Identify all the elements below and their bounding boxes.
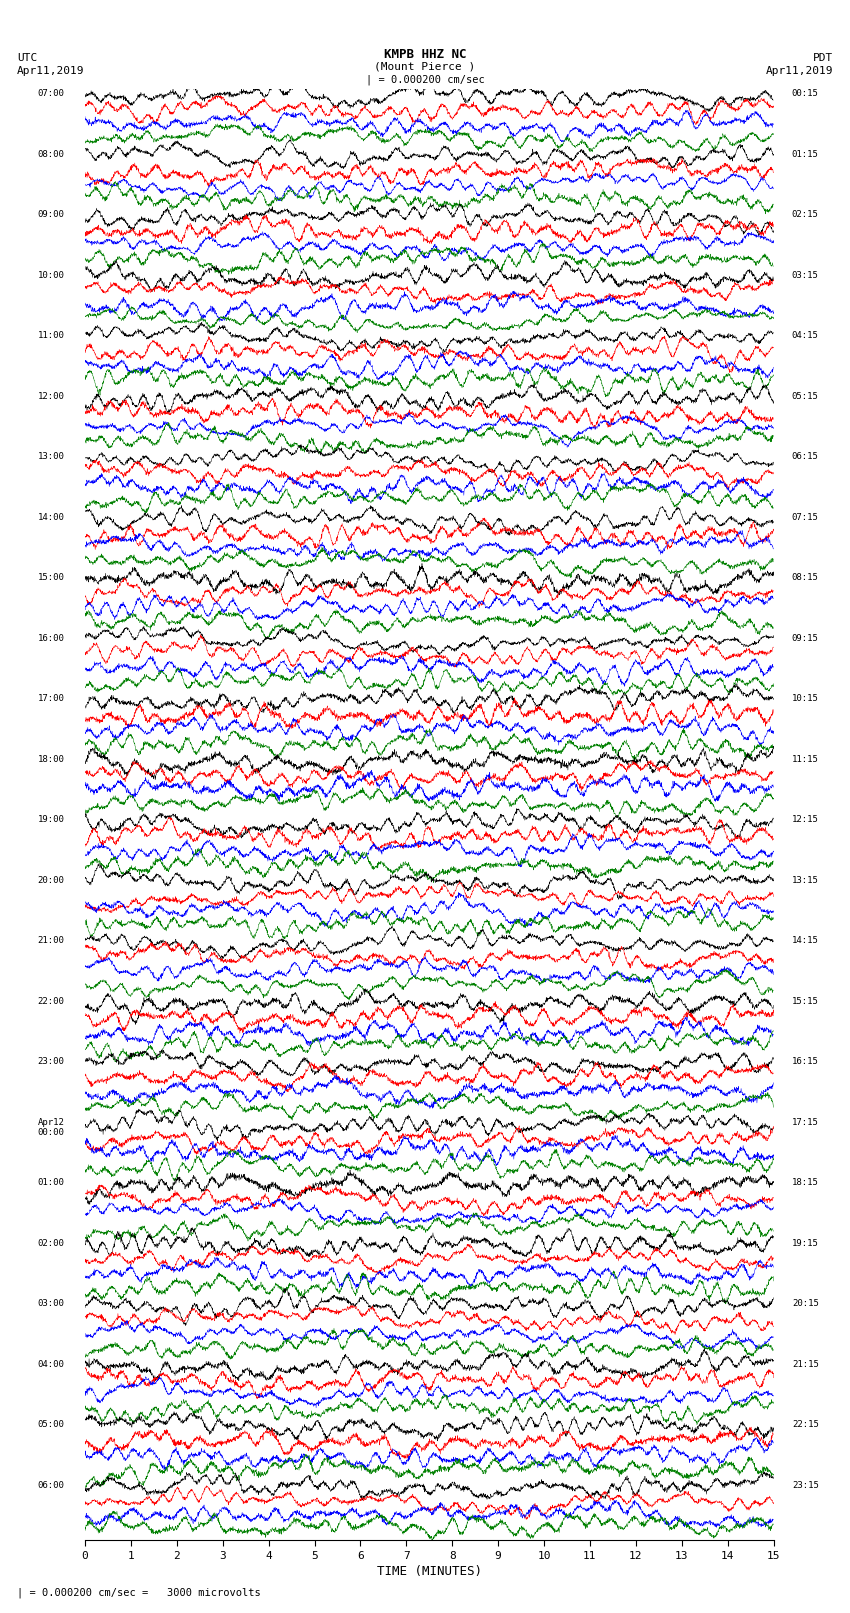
Text: 11:15: 11:15 xyxy=(792,755,819,765)
Text: 10:15: 10:15 xyxy=(792,694,819,703)
Text: 13:15: 13:15 xyxy=(792,876,819,886)
Text: 21:00: 21:00 xyxy=(37,936,65,945)
Text: 14:00: 14:00 xyxy=(37,513,65,523)
Text: 06:00: 06:00 xyxy=(37,1481,65,1490)
Text: 23:00: 23:00 xyxy=(37,1057,65,1066)
Text: 19:00: 19:00 xyxy=(37,815,65,824)
Text: 17:15: 17:15 xyxy=(792,1118,819,1127)
Text: 02:00: 02:00 xyxy=(37,1239,65,1248)
Text: Apr11,2019: Apr11,2019 xyxy=(17,66,84,76)
Text: 22:00: 22:00 xyxy=(37,997,65,1007)
Text: 18:00: 18:00 xyxy=(37,755,65,765)
Text: 15:15: 15:15 xyxy=(792,997,819,1007)
Text: 23:15: 23:15 xyxy=(792,1481,819,1490)
Text: 04:15: 04:15 xyxy=(792,331,819,340)
Text: 08:15: 08:15 xyxy=(792,573,819,582)
Text: 13:00: 13:00 xyxy=(37,452,65,461)
Text: 04:00: 04:00 xyxy=(37,1360,65,1369)
Text: 20:15: 20:15 xyxy=(792,1298,819,1308)
Text: 17:00: 17:00 xyxy=(37,694,65,703)
Text: 00:15: 00:15 xyxy=(792,89,819,98)
Text: Apr11,2019: Apr11,2019 xyxy=(766,66,833,76)
Text: 05:00: 05:00 xyxy=(37,1419,65,1429)
Text: 03:15: 03:15 xyxy=(792,271,819,281)
Text: 11:00: 11:00 xyxy=(37,331,65,340)
Text: (Mount Pierce ): (Mount Pierce ) xyxy=(374,61,476,71)
Text: 12:15: 12:15 xyxy=(792,815,819,824)
Text: 06:15: 06:15 xyxy=(792,452,819,461)
Text: 16:15: 16:15 xyxy=(792,1057,819,1066)
Text: | = 0.000200 cm/sec: | = 0.000200 cm/sec xyxy=(366,74,484,85)
Text: | = 0.000200 cm/sec =   3000 microvolts: | = 0.000200 cm/sec = 3000 microvolts xyxy=(17,1587,261,1598)
Text: 07:15: 07:15 xyxy=(792,513,819,523)
Text: 21:15: 21:15 xyxy=(792,1360,819,1369)
Text: 01:15: 01:15 xyxy=(792,150,819,160)
Text: 12:00: 12:00 xyxy=(37,392,65,402)
Text: 20:00: 20:00 xyxy=(37,876,65,886)
Text: 14:15: 14:15 xyxy=(792,936,819,945)
Text: 15:00: 15:00 xyxy=(37,573,65,582)
Text: 07:00: 07:00 xyxy=(37,89,65,98)
Text: 09:00: 09:00 xyxy=(37,210,65,219)
Text: 16:00: 16:00 xyxy=(37,634,65,644)
Text: 19:15: 19:15 xyxy=(792,1239,819,1248)
Text: UTC: UTC xyxy=(17,53,37,63)
X-axis label: TIME (MINUTES): TIME (MINUTES) xyxy=(377,1565,482,1578)
Text: Apr12
00:00: Apr12 00:00 xyxy=(37,1118,65,1137)
Text: 05:15: 05:15 xyxy=(792,392,819,402)
Text: 08:00: 08:00 xyxy=(37,150,65,160)
Text: 03:00: 03:00 xyxy=(37,1298,65,1308)
Text: KMPB HHZ NC: KMPB HHZ NC xyxy=(383,48,467,61)
Text: 10:00: 10:00 xyxy=(37,271,65,281)
Text: PDT: PDT xyxy=(813,53,833,63)
Text: 18:15: 18:15 xyxy=(792,1177,819,1187)
Text: 22:15: 22:15 xyxy=(792,1419,819,1429)
Text: 02:15: 02:15 xyxy=(792,210,819,219)
Text: 09:15: 09:15 xyxy=(792,634,819,644)
Text: 01:00: 01:00 xyxy=(37,1177,65,1187)
